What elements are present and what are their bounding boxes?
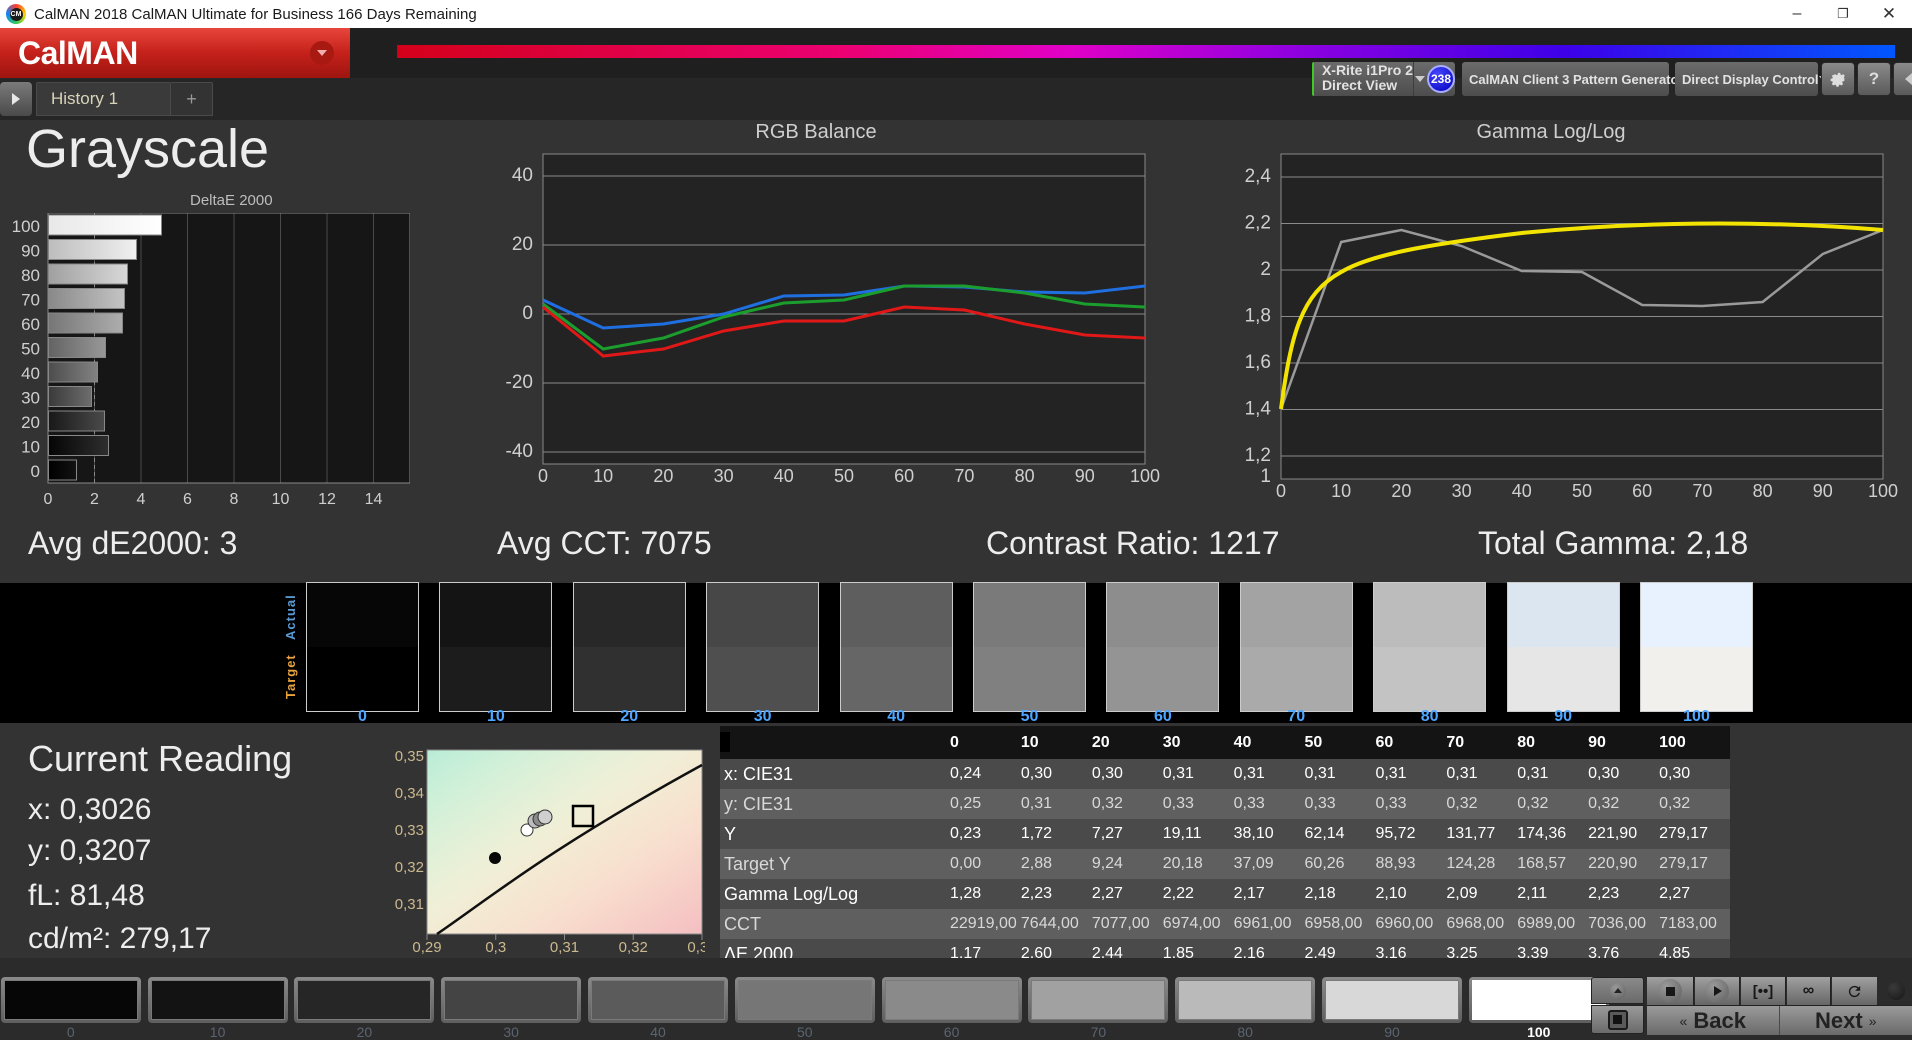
svg-text:0: 0 <box>31 462 40 481</box>
svg-text:60: 60 <box>894 466 914 486</box>
svg-text:0,31: 0,31 <box>395 896 424 913</box>
svg-text:2: 2 <box>1260 259 1271 280</box>
svg-text:Gamma Log/Log: Gamma Log/Log <box>1477 121 1626 143</box>
svg-text:40: 40 <box>774 466 794 486</box>
svg-text:40: 40 <box>512 165 533 186</box>
svg-text:0,34: 0,34 <box>395 785 424 802</box>
svg-text:0: 0 <box>44 491 53 508</box>
svg-text:-40: -40 <box>506 441 533 462</box>
svg-text:1,2: 1,2 <box>1245 445 1271 466</box>
svg-text:100: 100 <box>1868 481 1898 501</box>
svg-text:70: 70 <box>954 466 974 486</box>
svg-text:80: 80 <box>1753 481 1773 501</box>
svg-text:90: 90 <box>1075 466 1095 486</box>
svg-text:100: 100 <box>12 217 40 236</box>
svg-text:20: 20 <box>512 234 533 255</box>
svg-text:0,31: 0,31 <box>550 939 579 956</box>
svg-text:30: 30 <box>714 466 734 486</box>
svg-text:1,6: 1,6 <box>1245 352 1271 373</box>
svg-text:0,35: 0,35 <box>395 749 424 765</box>
svg-text:-20: -20 <box>506 372 533 393</box>
svg-text:20: 20 <box>653 466 673 486</box>
svg-text:0: 0 <box>538 466 548 486</box>
svg-text:1: 1 <box>1260 466 1271 487</box>
svg-text:12: 12 <box>318 491 336 508</box>
svg-text:2,4: 2,4 <box>1245 166 1272 187</box>
svg-text:90: 90 <box>1813 481 1833 501</box>
svg-text:10: 10 <box>1331 481 1351 501</box>
svg-text:60: 60 <box>1632 481 1652 501</box>
svg-text:0,33: 0,33 <box>395 822 424 839</box>
svg-text:50: 50 <box>834 466 854 486</box>
svg-text:0,29: 0,29 <box>412 939 441 956</box>
svg-text:10: 10 <box>272 491 290 508</box>
svg-text:0,33: 0,33 <box>687 939 705 956</box>
svg-text:50: 50 <box>1572 481 1592 501</box>
svg-text:50: 50 <box>21 340 40 359</box>
svg-text:10: 10 <box>593 466 613 486</box>
svg-text:40: 40 <box>1512 481 1532 501</box>
svg-text:2,2: 2,2 <box>1245 213 1271 234</box>
svg-text:1,4: 1,4 <box>1245 399 1272 420</box>
svg-text:14: 14 <box>365 491 383 508</box>
svg-text:8: 8 <box>230 491 239 508</box>
svg-text:80: 80 <box>21 266 40 285</box>
svg-text:2: 2 <box>90 491 99 508</box>
svg-text:30: 30 <box>21 389 40 408</box>
svg-text:80: 80 <box>1015 466 1035 486</box>
svg-text:30: 30 <box>1452 481 1472 501</box>
svg-text:20: 20 <box>21 413 40 432</box>
svg-text:0: 0 <box>522 303 533 324</box>
svg-text:0: 0 <box>1276 481 1286 501</box>
svg-text:0,3: 0,3 <box>485 939 506 956</box>
svg-text:70: 70 <box>21 291 40 310</box>
svg-text:0,32: 0,32 <box>395 859 424 876</box>
svg-text:20: 20 <box>1391 481 1411 501</box>
svg-text:RGB Balance: RGB Balance <box>755 121 876 143</box>
svg-text:60: 60 <box>21 315 40 334</box>
svg-text:70: 70 <box>1692 481 1712 501</box>
svg-text:90: 90 <box>21 242 40 261</box>
svg-text:4: 4 <box>137 491 146 508</box>
svg-text:10: 10 <box>21 438 40 457</box>
svg-text:100: 100 <box>1130 466 1160 486</box>
svg-text:6: 6 <box>183 491 192 508</box>
svg-text:1,8: 1,8 <box>1245 306 1271 327</box>
svg-text:40: 40 <box>21 364 40 383</box>
svg-text:0,32: 0,32 <box>619 939 648 956</box>
